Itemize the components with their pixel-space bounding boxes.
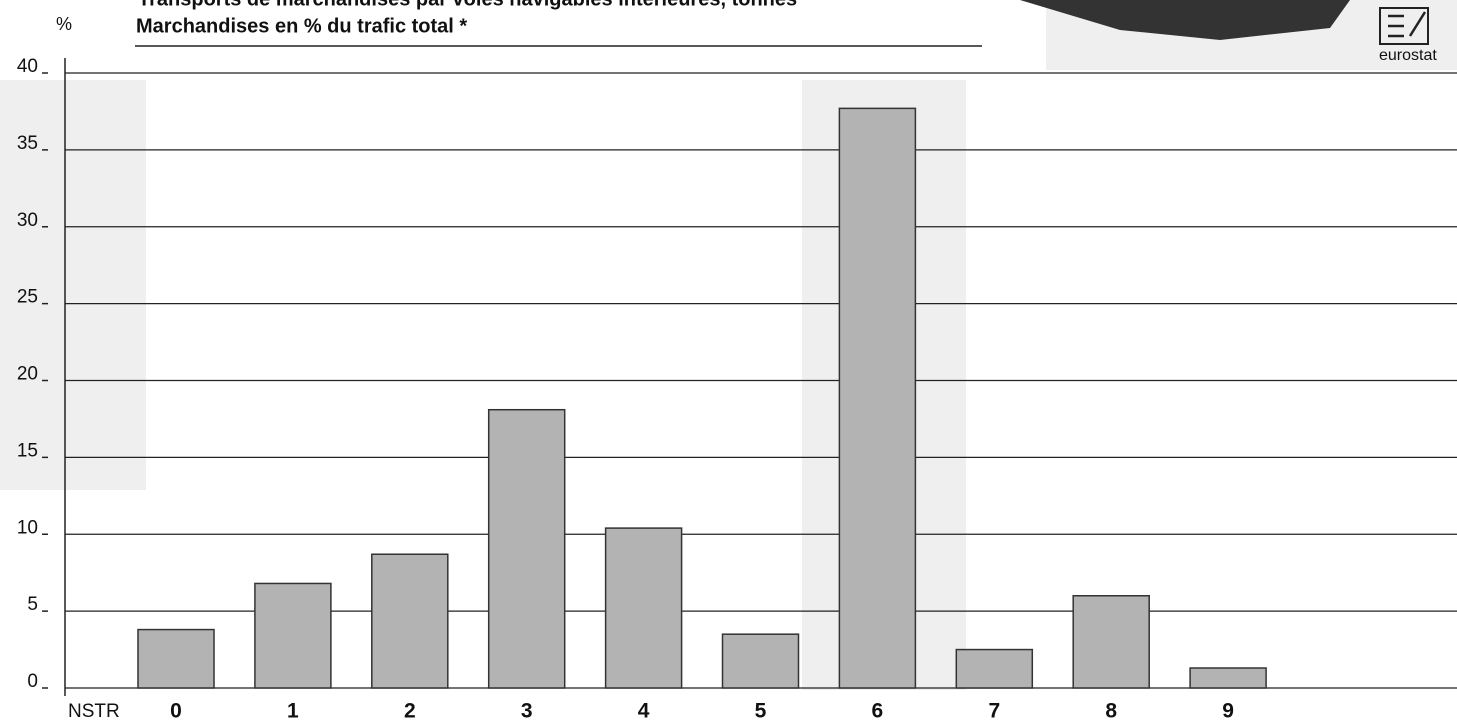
y-tick-label: 5 bbox=[27, 594, 38, 615]
x-tick-label: 5 bbox=[755, 700, 767, 723]
logo-mark bbox=[1379, 7, 1429, 45]
bar bbox=[604, 527, 683, 689]
x-tick-label: 7 bbox=[988, 700, 1000, 723]
y-tick-label: 20 bbox=[17, 364, 38, 385]
x-tick-label: 0 bbox=[170, 700, 182, 723]
x-tick-label: 4 bbox=[638, 700, 650, 723]
bar bbox=[487, 408, 566, 689]
x-tick-label: 1 bbox=[287, 700, 299, 723]
bar bbox=[371, 553, 449, 689]
background-patch bbox=[0, 80, 146, 490]
ship-image bbox=[1020, 0, 1350, 40]
y-tick-label: 25 bbox=[17, 287, 38, 308]
bar bbox=[137, 628, 215, 689]
x-tick-label: 6 bbox=[872, 700, 884, 723]
bar bbox=[955, 648, 1034, 689]
bar bbox=[254, 582, 332, 689]
y-tick-label: 0 bbox=[27, 671, 38, 692]
y-tick-label: 15 bbox=[17, 440, 38, 461]
bar bbox=[1072, 595, 1150, 689]
x-tick-label: 2 bbox=[404, 700, 416, 723]
x-tick-label: 3 bbox=[521, 700, 533, 723]
logo-mark bbox=[1388, 11, 1427, 38]
y-tick-label: 30 bbox=[17, 210, 38, 231]
logo-text: eurostat bbox=[1379, 47, 1437, 64]
x-tick-label: 8 bbox=[1105, 700, 1117, 723]
x-tick-label: 9 bbox=[1222, 700, 1234, 723]
bar bbox=[838, 107, 917, 689]
y-tick-label: 35 bbox=[17, 133, 38, 154]
bar bbox=[721, 633, 800, 689]
y-tick-label: 40 bbox=[17, 56, 38, 77]
y-tick-label: 10 bbox=[17, 517, 38, 538]
x-axis-label: NSTR bbox=[68, 701, 120, 722]
bar bbox=[1189, 667, 1267, 689]
y-axis-label: % bbox=[56, 14, 72, 34]
chart-title: Transports de marchandises par voies nav… bbox=[138, 0, 797, 10]
chart-subtitle: Marchandises en % du trafic total * bbox=[136, 15, 467, 37]
